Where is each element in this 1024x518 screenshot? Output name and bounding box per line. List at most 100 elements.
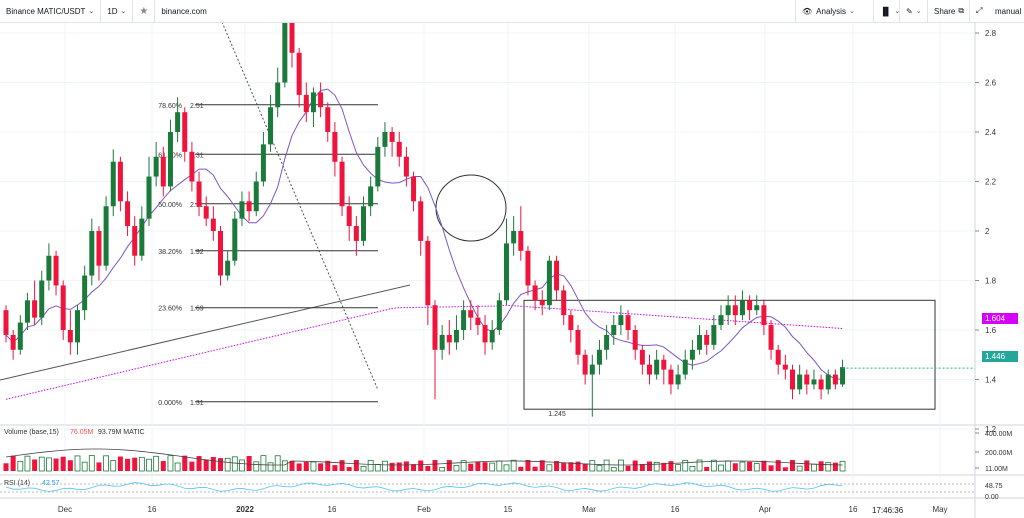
volume-bar bbox=[382, 460, 388, 472]
candle-body bbox=[797, 374, 803, 390]
candle-body bbox=[532, 285, 538, 301]
volume-bar bbox=[532, 466, 538, 471]
chart-type-button[interactable]: ▐▌ ⌄ bbox=[873, 0, 901, 22]
draw-button[interactable]: ✎ ⌄ bbox=[899, 0, 927, 22]
fullscreen-button[interactable]: ⤢ bbox=[969, 0, 989, 22]
candle-body bbox=[539, 300, 545, 306]
candle-body bbox=[418, 201, 424, 241]
candle-body bbox=[325, 107, 331, 132]
y-tick-label: 2.4 bbox=[985, 128, 997, 137]
candle-body bbox=[239, 201, 245, 219]
volume-bar bbox=[274, 455, 281, 472]
candle-body bbox=[39, 280, 45, 318]
volume-bar bbox=[218, 458, 223, 471]
rsi-line bbox=[5, 482, 843, 492]
candle-body bbox=[332, 132, 338, 162]
volume-bar bbox=[768, 465, 774, 471]
y-tick-label: 2.2 bbox=[985, 178, 997, 187]
low-price-label: 1.245 bbox=[548, 411, 566, 418]
candle-body bbox=[3, 310, 9, 335]
candle-body bbox=[589, 364, 595, 375]
interval-label: 1D bbox=[107, 6, 118, 16]
x-tick-label: 15 bbox=[504, 505, 513, 514]
symbol-label: Binance MATIC/USDT bbox=[6, 6, 86, 16]
volume-bar bbox=[46, 457, 52, 472]
candle-body bbox=[132, 226, 138, 256]
candle-body bbox=[732, 305, 738, 316]
volume-bar bbox=[81, 461, 88, 472]
volume-bar bbox=[296, 463, 302, 471]
analysis-button[interactable]: 👁 Analysis ⌄ bbox=[795, 0, 873, 22]
candle-body bbox=[697, 334, 703, 350]
clock-readout: 17:46:36 bbox=[870, 505, 906, 517]
candle-body bbox=[167, 132, 173, 187]
volume-bar bbox=[196, 456, 202, 471]
candle-body bbox=[110, 161, 116, 207]
favorite-button[interactable]: ★ bbox=[133, 0, 156, 22]
volume-bar bbox=[704, 466, 710, 471]
volume-bar bbox=[782, 467, 788, 471]
volume-bar bbox=[839, 460, 846, 472]
volume-bar bbox=[675, 464, 681, 472]
candle-body bbox=[203, 206, 209, 219]
volume-tick-label: 400.00M bbox=[985, 431, 1012, 438]
candle-body bbox=[432, 305, 438, 350]
volume-bar bbox=[439, 467, 446, 472]
volume-bar bbox=[503, 464, 510, 472]
chevron-down-icon: ⌄ bbox=[915, 8, 922, 15]
last-price-tag: 1.446 bbox=[982, 351, 1018, 362]
candle-body bbox=[711, 325, 717, 345]
volume-bar bbox=[747, 461, 753, 471]
volume-bar bbox=[518, 466, 524, 471]
candle-body bbox=[632, 330, 638, 350]
candle-body bbox=[375, 146, 381, 187]
volume-bar bbox=[267, 462, 274, 472]
trendline bbox=[0, 284, 411, 381]
candle-body bbox=[475, 317, 481, 326]
candle-body bbox=[139, 218, 145, 256]
volume-value-2: 93.79M MATIC bbox=[98, 429, 145, 436]
candle-body bbox=[446, 334, 452, 343]
volume-bar bbox=[647, 461, 652, 471]
volume-bar bbox=[389, 462, 395, 471]
volume-bar bbox=[418, 460, 424, 471]
volume-bar bbox=[367, 459, 374, 472]
volume-bar bbox=[460, 460, 467, 472]
candle-body bbox=[604, 334, 610, 350]
volume-bar bbox=[103, 455, 109, 472]
volume-bar bbox=[231, 456, 238, 472]
candle-body bbox=[689, 349, 695, 360]
candle-body bbox=[253, 181, 259, 212]
candle-body bbox=[339, 161, 345, 207]
y-tick-label: 1.4 bbox=[985, 376, 997, 385]
candle-body bbox=[225, 260, 231, 276]
user-name: manual bbox=[995, 6, 1022, 16]
y-tick-label: 1.2 bbox=[985, 425, 997, 434]
chevron-down-icon: ⌄ bbox=[894, 8, 901, 15]
candle-body bbox=[682, 359, 688, 375]
user-label[interactable]: manual bbox=[989, 0, 1024, 22]
rsi-tick-label: 48.75 bbox=[985, 483, 1003, 490]
volume-bar bbox=[153, 455, 160, 472]
volume-bar bbox=[96, 462, 102, 471]
volume-bar bbox=[804, 460, 810, 471]
volume-bar bbox=[346, 467, 352, 471]
volume-bar bbox=[554, 461, 560, 471]
symbol-selector[interactable]: Binance MATIC/USDT ⌄ bbox=[0, 0, 102, 22]
volume-bar bbox=[610, 467, 617, 472]
volume-bar bbox=[546, 464, 553, 472]
sma-long-line bbox=[5, 304, 843, 400]
volume-bar bbox=[618, 459, 624, 472]
share-button[interactable]: Share ⧉ bbox=[927, 0, 969, 22]
interval-selector[interactable]: 1D ⌄ bbox=[101, 0, 134, 22]
candle-body bbox=[718, 315, 724, 326]
volume-bar bbox=[360, 465, 367, 472]
volume-bar bbox=[753, 463, 760, 472]
candle-body bbox=[82, 275, 88, 311]
fib-level-price: 2.51 bbox=[190, 103, 204, 110]
volume-bar bbox=[3, 463, 9, 471]
volume-bar bbox=[446, 460, 452, 471]
fib-level-price: 1.92 bbox=[190, 249, 204, 256]
x-tick-label: 16 bbox=[148, 505, 157, 514]
